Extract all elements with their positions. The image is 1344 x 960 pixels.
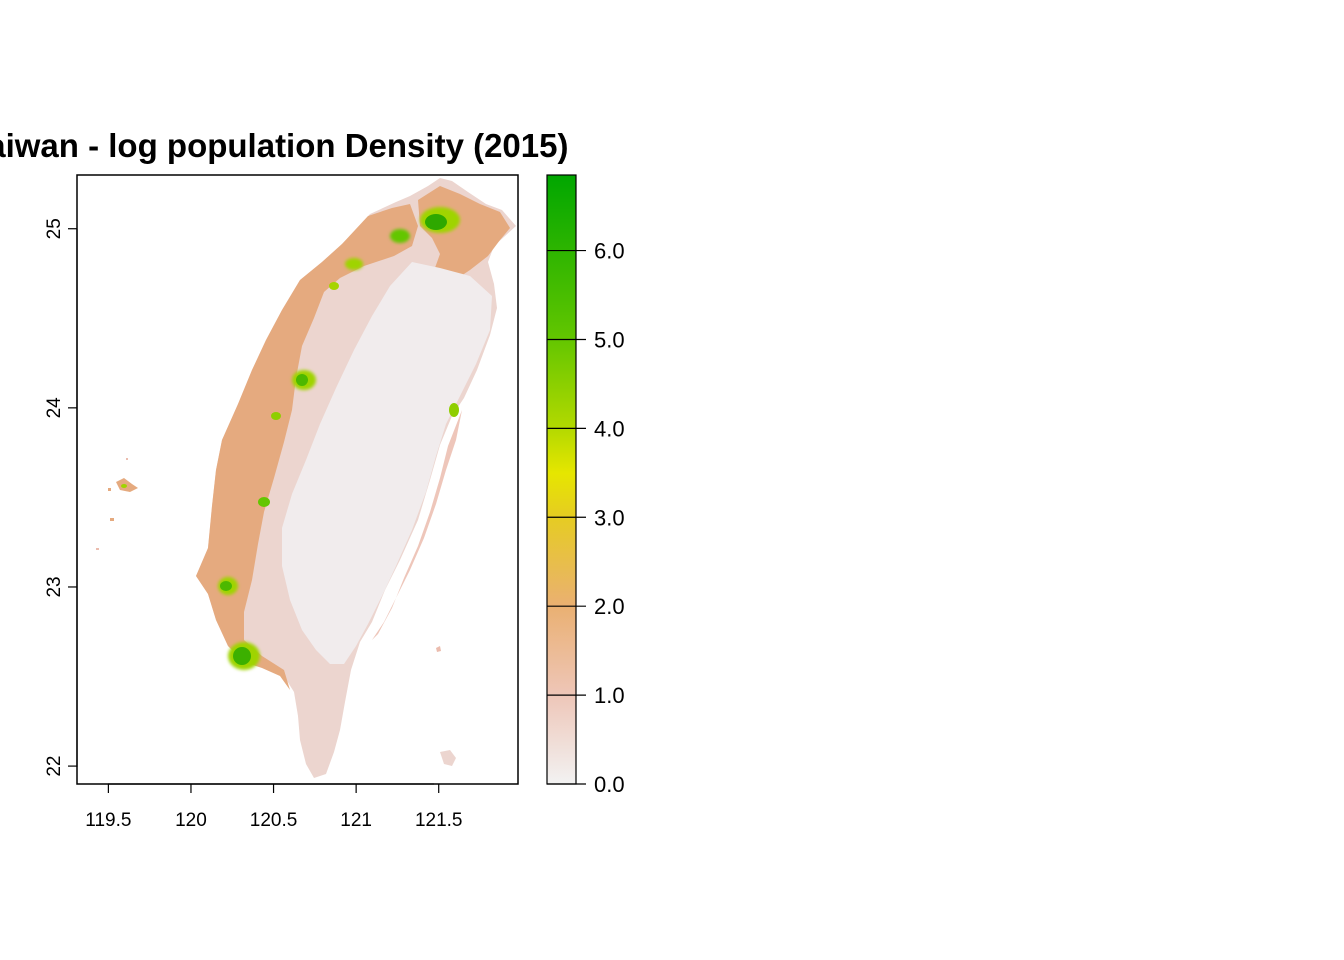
urban-hualien xyxy=(449,403,459,417)
legend-tick-label: 0.0 xyxy=(594,772,625,797)
legend-tick-label: 4.0 xyxy=(594,416,625,441)
urban-chiayi xyxy=(258,497,270,507)
penghu-islands xyxy=(96,458,138,550)
orchid-island xyxy=(440,750,456,766)
map-title: Taiwan - log population Density (2015) xyxy=(0,127,568,164)
legend-tick-label: 6.0 xyxy=(594,239,625,264)
urban-taichung xyxy=(292,370,316,390)
urban-taoyuan xyxy=(390,229,410,243)
urban-miaoli xyxy=(329,282,339,290)
y-tick-label: 24 xyxy=(44,397,65,419)
legend-tick-label: 5.0 xyxy=(594,327,625,352)
y-tick-label: 25 xyxy=(44,218,65,239)
x-tick-label: 119.5 xyxy=(85,810,131,831)
urban-changhua xyxy=(271,412,281,420)
x-axis: 119.5 120 120.5 121 121.5 xyxy=(85,783,463,831)
y-tick-label: 23 xyxy=(44,576,65,597)
region-central-mountains xyxy=(282,262,492,664)
legend-tick-label: 2.0 xyxy=(594,594,625,619)
green-island xyxy=(436,646,441,652)
x-tick-label: 120 xyxy=(175,810,207,831)
urban-hsinchu xyxy=(345,258,363,270)
map-panel xyxy=(96,178,516,778)
legend-color-bar xyxy=(546,174,577,785)
x-tick-label: 121 xyxy=(340,810,372,831)
x-tick-label: 120.5 xyxy=(250,810,298,831)
legend-tick-label: 1.0 xyxy=(594,683,625,708)
urban-kaohsiung xyxy=(228,642,260,670)
color-legend: 0.0 1.0 2.0 3.0 4.0 5.0 6.0 xyxy=(546,174,625,797)
y-tick-label: 22 xyxy=(44,756,65,777)
legend-tick-label: 3.0 xyxy=(594,505,625,530)
urban-tainan xyxy=(218,577,238,595)
region-western-plain xyxy=(196,204,418,690)
x-tick-label: 121.5 xyxy=(415,810,463,831)
urban-taipei xyxy=(420,207,460,233)
y-axis: 22 23 24 25 xyxy=(44,218,78,777)
